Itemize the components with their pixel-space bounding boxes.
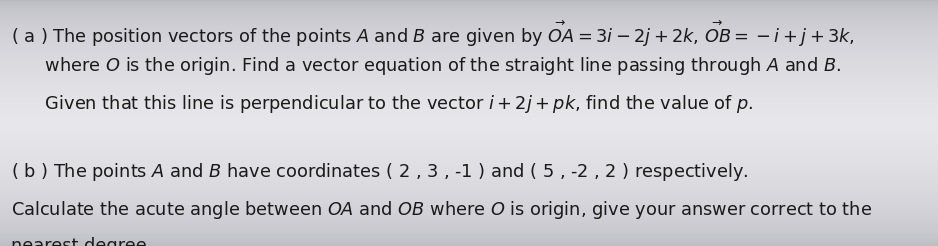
Text: ( b ) The points $A$ and $B$ have coordinates ( 2 , 3 , -1 ) and ( 5 , -2 , 2 ) : ( b ) The points $A$ and $B$ have coordi… <box>11 161 749 183</box>
Text: Given that this line is perpendicular to the vector $i+2j+pk$, find the value of: Given that this line is perpendicular to… <box>11 93 754 115</box>
Text: where $O$ is the origin. Find a vector equation of the straight line passing thr: where $O$ is the origin. Find a vector e… <box>11 55 841 77</box>
Text: nearest degree: nearest degree <box>11 237 147 246</box>
Text: Calculate the acute angle between $OA$ and $OB$ where $O$ is origin, give your a: Calculate the acute angle between $OA$ a… <box>11 199 872 221</box>
Text: ( a ) The position vectors of the points $A$ and $B$ are given by $\overset{\rig: ( a ) The position vectors of the points… <box>11 17 855 48</box>
